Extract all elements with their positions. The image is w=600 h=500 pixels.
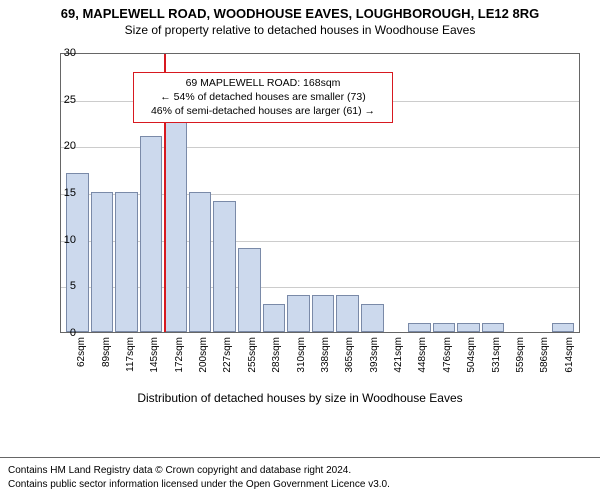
x-tick-label: 200sqm	[198, 337, 209, 373]
x-tick-label: 310sqm	[296, 337, 307, 373]
footer-line-1: Contains HM Land Registry data © Crown c…	[8, 464, 592, 478]
x-tick: 145sqm	[137, 335, 161, 395]
x-tick-label: 227sqm	[222, 337, 233, 373]
histogram-bar	[238, 248, 261, 332]
histogram-bar	[482, 323, 505, 332]
x-tick: 586sqm	[527, 335, 551, 395]
x-tick: 559sqm	[503, 335, 527, 395]
x-tick: 283sqm	[259, 335, 283, 395]
plot-area: 69 MAPLEWELL ROAD: 168sqm← 54% of detach…	[60, 53, 580, 333]
page-title: 69, MAPLEWELL ROAD, WOODHOUSE EAVES, LOU…	[0, 0, 600, 21]
x-tick: 117sqm	[113, 335, 137, 395]
x-tick: 448sqm	[405, 335, 429, 395]
x-tick-label: 365sqm	[344, 337, 355, 373]
x-tick-label: 421sqm	[393, 337, 404, 373]
x-tick: 310sqm	[283, 335, 307, 395]
x-tick-label: 531sqm	[491, 337, 502, 373]
histogram-bar	[457, 323, 480, 332]
y-tick-label: 25	[46, 94, 76, 106]
x-tick-label: 448sqm	[417, 337, 428, 373]
histogram-bar	[287, 295, 310, 332]
histogram-bar	[433, 323, 456, 332]
x-tick-label: 504sqm	[466, 337, 477, 373]
y-tick-label: 30	[46, 47, 76, 59]
x-tick-label: 283sqm	[271, 337, 282, 373]
attribution-footer: Contains HM Land Registry data © Crown c…	[0, 457, 600, 500]
annotation-line: 46% of semi-detached houses are larger (…	[140, 104, 386, 118]
x-tick: 393sqm	[357, 335, 381, 395]
histogram-bar	[312, 295, 335, 332]
histogram-bar	[552, 323, 575, 332]
x-tick: 255sqm	[235, 335, 259, 395]
x-tick: 338sqm	[308, 335, 332, 395]
histogram-bar	[164, 99, 187, 332]
x-tick-label: 255sqm	[247, 337, 258, 373]
annotation-box: 69 MAPLEWELL ROAD: 168sqm← 54% of detach…	[133, 72, 393, 123]
page-subtitle: Size of property relative to detached ho…	[0, 21, 600, 41]
histogram-bar	[189, 192, 212, 332]
x-tick-label: 559sqm	[515, 337, 526, 373]
y-tick-label: 15	[46, 187, 76, 199]
annotation-line: ← 54% of detached houses are smaller (73…	[140, 90, 386, 104]
y-tick-label: 20	[46, 140, 76, 152]
x-tick-container: 62sqm 89sqm 117sqm 145sqm 172sqm 200sqm 227sqm…	[60, 335, 580, 395]
y-tick-label: 10	[46, 234, 76, 246]
footer-line-2: Contains public sector information licen…	[8, 478, 592, 492]
histogram-bar	[140, 136, 163, 332]
x-tick-label: 586sqm	[539, 337, 550, 373]
histogram-bar	[336, 295, 359, 332]
x-tick: 504sqm	[454, 335, 478, 395]
x-tick-label: 89sqm	[101, 337, 112, 367]
histogram-bar	[408, 323, 431, 332]
x-axis-label: Distribution of detached houses by size …	[0, 391, 600, 405]
histogram-bar	[91, 192, 114, 332]
histogram-bar	[263, 304, 286, 332]
x-tick-label: 172sqm	[174, 337, 185, 373]
histogram-bar	[361, 304, 384, 332]
x-tick: 227sqm	[210, 335, 234, 395]
x-tick: 531sqm	[478, 335, 502, 395]
x-tick-label: 117sqm	[125, 337, 136, 372]
x-tick-label: 476sqm	[442, 337, 453, 373]
y-tick-label: 5	[46, 280, 76, 292]
x-tick: 365sqm	[332, 335, 356, 395]
x-tick: 172sqm	[162, 335, 186, 395]
x-tick: 62sqm	[64, 335, 88, 395]
x-tick: 421sqm	[381, 335, 405, 395]
x-tick-label: 145sqm	[149, 337, 160, 373]
x-tick-label: 393sqm	[369, 337, 380, 373]
x-tick: 614sqm	[552, 335, 576, 395]
x-tick: 476sqm	[430, 335, 454, 395]
histogram-bar	[115, 192, 138, 332]
x-tick-label: 614sqm	[564, 337, 575, 373]
x-tick: 200sqm	[186, 335, 210, 395]
x-tick: 89sqm	[88, 335, 112, 395]
x-tick-label: 62sqm	[76, 337, 87, 367]
annotation-line: 69 MAPLEWELL ROAD: 168sqm	[140, 76, 386, 90]
histogram-bar	[213, 201, 236, 332]
x-tick-label: 338sqm	[320, 337, 331, 373]
histogram-chart: Number of detached properties 69 MAPLEWE…	[0, 41, 600, 401]
